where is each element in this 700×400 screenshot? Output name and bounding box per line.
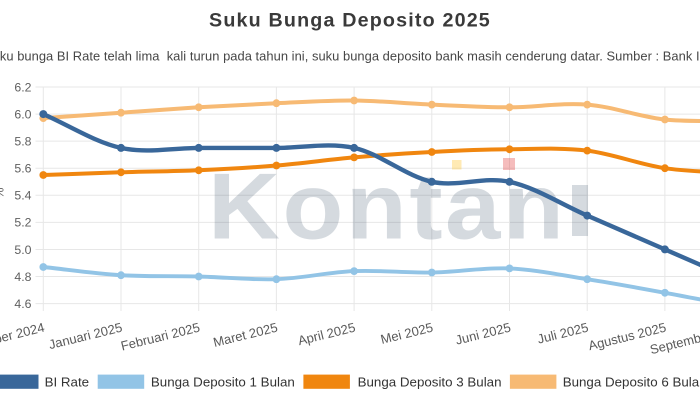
svg-text:6.0: 6.0 [14,107,31,121]
svg-text:Bunga Deposito 3 Bulan: Bunga Deposito 3 Bulan [358,375,502,390]
svg-text:5.0: 5.0 [14,243,31,257]
svg-text:Bunga Deposito 1 Bulan: Bunga Deposito 1 Bulan [151,375,295,390]
svg-text:4.6: 4.6 [14,297,31,311]
svg-text:BI Rate: BI Rate [45,375,90,390]
svg-text:Suku Bunga Deposito 2025: Suku Bunga Deposito 2025 [209,9,491,31]
svg-text:Kontan: Kontan [208,153,566,259]
svg-text:5.4: 5.4 [14,189,31,203]
svg-text:4.8: 4.8 [14,270,31,284]
svg-text:6.2: 6.2 [14,80,31,94]
svg-text:%: % [0,187,7,198]
svg-text:Bunga Deposito 6 Bulan: Bunga Deposito 6 Bulan [563,375,700,390]
svg-text:Suku bunga BI Rate telah lima: Suku bunga BI Rate telah lima kali turun… [0,48,700,63]
svg-text:5.6: 5.6 [14,162,31,176]
svg-text:5.2: 5.2 [14,216,31,230]
svg-text:5.8: 5.8 [14,135,31,149]
